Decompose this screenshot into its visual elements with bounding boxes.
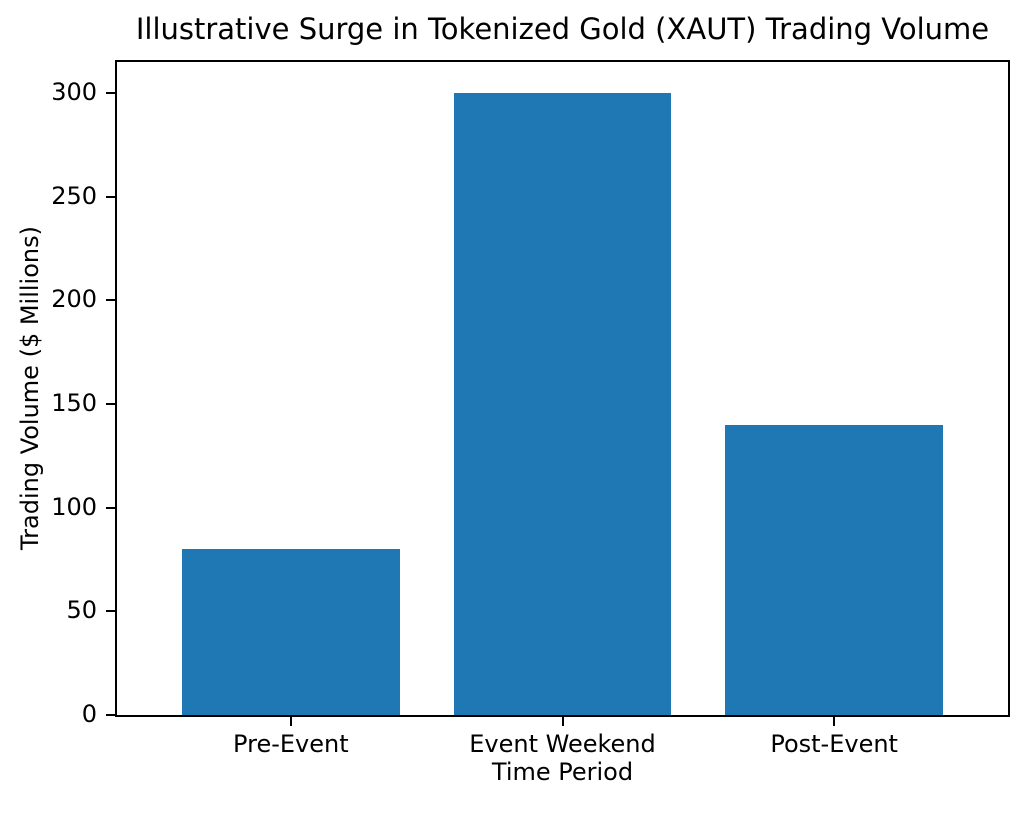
y-tick-mark <box>106 195 115 198</box>
x-tick-label: Post-Event <box>770 730 898 758</box>
y-tick-mark <box>106 92 115 95</box>
bar-pre-event <box>182 549 400 715</box>
y-tick-mark <box>106 403 115 406</box>
chart-title: Illustrative Surge in Tokenized Gold (XA… <box>135 12 990 46</box>
x-tick-mark <box>561 717 564 726</box>
x-tick-label: Pre-Event <box>233 730 349 758</box>
y-tick-mark <box>106 610 115 613</box>
x-axis-label: Time Period <box>491 758 634 786</box>
x-tick-mark <box>289 717 292 726</box>
y-tick-mark <box>106 506 115 509</box>
y-axis-label: Trading Volume ($ Millions) <box>16 226 44 550</box>
x-tick-label: Event Weekend <box>469 730 656 758</box>
bar-event-weekend <box>453 93 672 715</box>
y-tick-label: 150 <box>51 388 97 417</box>
y-tick-label: 250 <box>51 181 97 210</box>
y-tick-label: 100 <box>51 492 97 521</box>
y-tick-label: 300 <box>51 77 97 106</box>
y-tick-mark <box>106 299 115 302</box>
y-tick-label: 50 <box>66 596 97 625</box>
y-tick-label: 0 <box>81 699 97 728</box>
y-tick-label: 200 <box>51 285 97 314</box>
y-tick-mark <box>106 714 115 716</box>
bar-post-event <box>725 424 943 715</box>
x-tick-mark <box>833 717 836 726</box>
plot-area: Pre-Event Event Weekend Post-Event 0 50 100 15… <box>51 60 1010 758</box>
